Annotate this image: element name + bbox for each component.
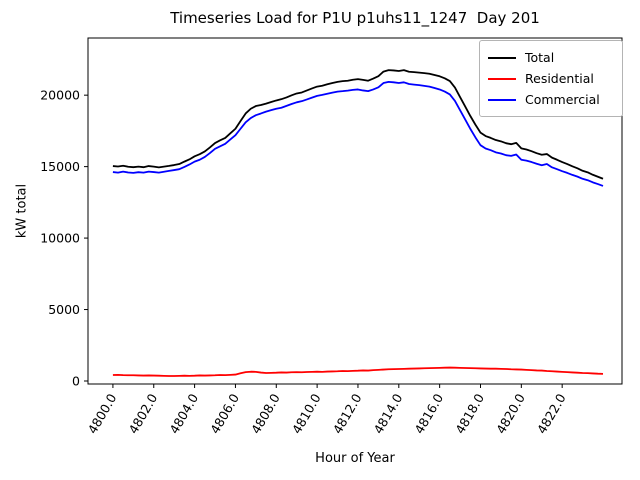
- x-tick-label: 4812.0: [330, 391, 365, 436]
- legend-label-commercial: Commercial: [525, 92, 600, 107]
- x-tick-label: 4814.0: [371, 391, 406, 436]
- residential-line-sample: [488, 77, 516, 80]
- x-tick-label: 4816.0: [411, 391, 446, 436]
- x-tick-label: 4806.0: [207, 391, 242, 436]
- y-tick-label: 5000: [48, 302, 80, 317]
- legend-entry-residential: Residential: [488, 68, 614, 89]
- legend: Total Residential Commercial: [479, 40, 623, 117]
- x-tick-label: 4810.0: [289, 391, 324, 436]
- y-tick-label: 20000: [40, 88, 80, 103]
- legend-label-residential: Residential: [525, 71, 594, 86]
- x-tick-label: 4800.0: [85, 391, 120, 436]
- x-tick-label: 4822.0: [534, 391, 569, 436]
- y-tick-label: 0: [72, 373, 80, 388]
- y-tick-label: 10000: [40, 231, 80, 246]
- commercial-line-sample: [488, 98, 516, 101]
- y-tick-label: 15000: [40, 159, 80, 174]
- x-tick-label: 4820.0: [493, 391, 528, 436]
- total-line: [112, 69, 604, 180]
- legend-entry-total: Total: [488, 47, 614, 68]
- x-tick-label: 4808.0: [248, 391, 283, 436]
- chart-title: Timeseries Load for P1U p1uhs11_1247 Day…: [170, 9, 540, 27]
- total-line-sample: [488, 56, 516, 59]
- x-tick-label: 4818.0: [452, 391, 487, 436]
- x-axis-label: Hour of Year: [315, 451, 395, 466]
- axes-spines: [87, 37, 623, 385]
- legend-label-total: Total: [525, 50, 555, 65]
- x-tick-label: 4804.0: [166, 391, 201, 436]
- x-tick-label: 4802.0: [125, 391, 160, 436]
- commercial-line: [112, 80, 604, 187]
- residential-line: [112, 366, 604, 377]
- legend-entry-commercial: Commercial: [488, 89, 614, 110]
